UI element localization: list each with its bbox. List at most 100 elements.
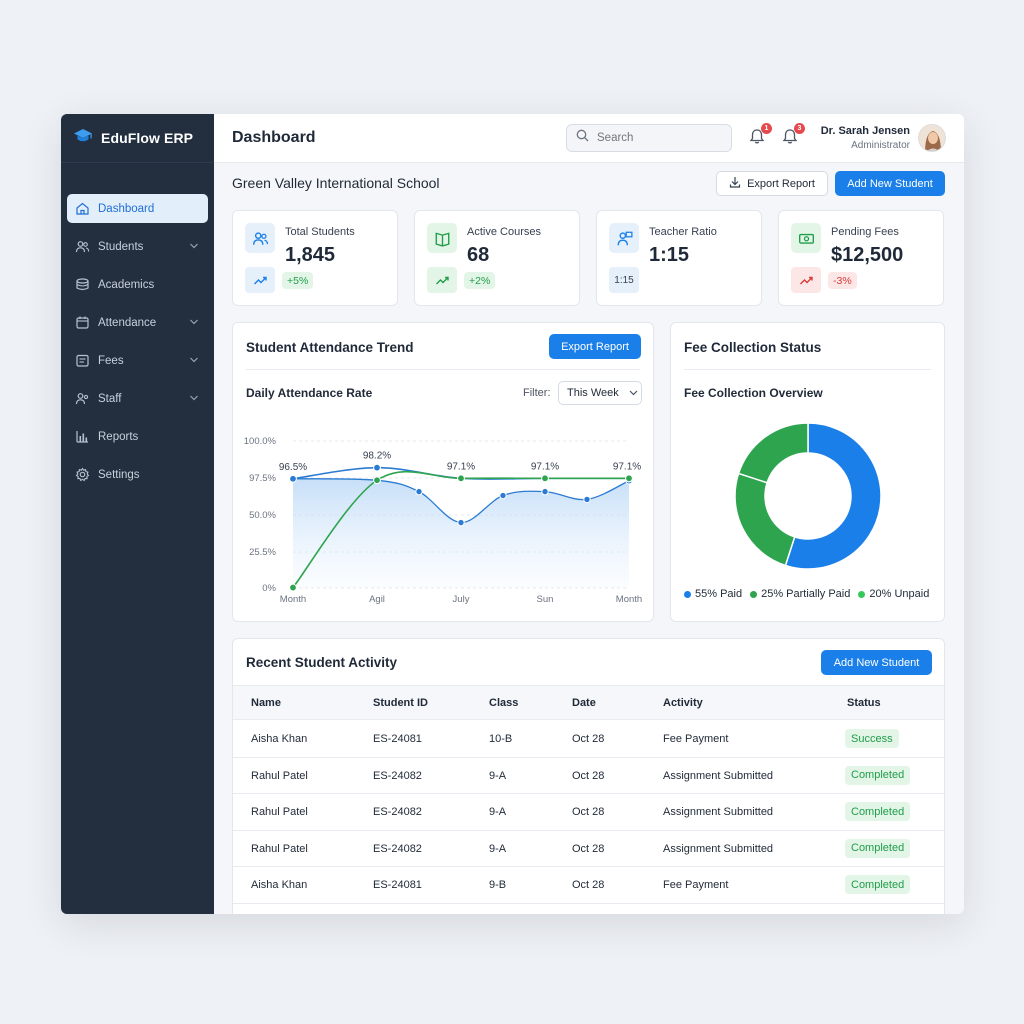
- export-report-button[interactable]: Export Report: [549, 334, 641, 359]
- graduation-cap-icon: [73, 127, 93, 150]
- sidebar-item-academics[interactable]: Academics: [67, 270, 208, 299]
- data-point: [583, 495, 591, 504]
- stat-label: Teacher Ratio: [649, 226, 717, 238]
- school-name: Green Valley International School: [232, 175, 440, 191]
- sidebar-item-label: Settings: [98, 468, 140, 481]
- column-header[interactable]: Name: [251, 697, 281, 709]
- table-cell: Aisha Khan: [251, 733, 308, 745]
- table-row[interactable]: Aisha Khan ES-24081 9-B Oct 28 Fee Payment Co…: [233, 867, 944, 904]
- table-cell: Fee Payment: [663, 733, 729, 745]
- data-label: 97.1%: [447, 461, 475, 472]
- stat-card-pending-fees[interactable]: Pending Fees $12,500 -3%: [778, 210, 944, 306]
- table-row[interactable]: Rahul Patel ES-24082 9-A Oct 28 Assignment S…: [233, 758, 944, 794]
- user-role: Administrator: [851, 140, 910, 151]
- stat-card-total-students[interactable]: Total Students 1,845 +5%: [232, 210, 398, 306]
- sidebar-item-dashboard[interactable]: Dashboard: [67, 194, 208, 223]
- add-new-student-button[interactable]: Add New Student: [835, 171, 945, 196]
- table-cell: ES-24082: [373, 806, 422, 818]
- book-icon: [427, 223, 457, 253]
- sidebar-item-label: Staff: [98, 392, 122, 405]
- sidebar-item-label: Attendance: [98, 316, 157, 329]
- table-cell: Fee Payment: [663, 879, 729, 891]
- table-row[interactable]: Rahul Patel ES-24082 9-A Oct 28 Assignment S…: [233, 831, 944, 867]
- stat-label: Total Students: [285, 226, 355, 238]
- search-icon: [576, 129, 589, 147]
- users-icon: [75, 239, 90, 254]
- legend-item: 20% Unpaid: [858, 588, 929, 600]
- column-header[interactable]: Student ID: [373, 697, 428, 709]
- chart-subtitle: Daily Attendance Rate: [246, 386, 373, 400]
- calendar-icon: [75, 315, 90, 330]
- sidebar-item-label: Dashboard: [98, 202, 155, 215]
- filter-label: Filter:: [523, 387, 551, 399]
- chevron-down-icon[interactable]: [188, 354, 200, 366]
- legend-swatch: [858, 590, 866, 598]
- legend-label: 55% Paid: [695, 588, 743, 600]
- data-point: [373, 476, 381, 485]
- table-cell: Oct 28: [572, 879, 605, 891]
- x-tick-label: Month: [280, 594, 306, 605]
- donut-slice[interactable]: [737, 422, 809, 484]
- sidebar-item-label: Reports: [98, 430, 139, 443]
- sidebar-nav: Dashboard Students Academics Attendance Fees…: [61, 163, 214, 489]
- export-report-button[interactable]: Export Report: [716, 171, 828, 196]
- column-header[interactable]: Status: [847, 697, 881, 709]
- table-cell: 9-B: [489, 879, 507, 891]
- avatar[interactable]: [918, 124, 946, 152]
- column-header[interactable]: Date: [572, 697, 596, 709]
- table-cell: Aisha Khan: [251, 879, 308, 891]
- cash-icon: [791, 223, 821, 253]
- chevron-down-icon[interactable]: [188, 392, 200, 404]
- invoice-icon: [75, 353, 90, 368]
- table-row[interactable]: Aisha Khan ES-24081 10-B Oct 28 Fee Payment S…: [233, 721, 944, 758]
- stat-card-active-courses[interactable]: Active Courses 68 +2%: [414, 210, 580, 306]
- column-header[interactable]: Activity: [663, 697, 703, 709]
- divider: [246, 369, 640, 370]
- sidebar-item-staff[interactable]: Staff: [67, 384, 208, 413]
- chevron-down-icon[interactable]: [188, 316, 200, 328]
- notification-bell-2[interactable]: 3: [782, 123, 805, 149]
- bell-icon: [782, 129, 798, 149]
- search-input[interactable]: [597, 132, 717, 144]
- data-point: [541, 474, 549, 483]
- donut-slice[interactable]: [734, 472, 796, 567]
- data-label: 96.5%: [279, 462, 307, 473]
- data-label: 98.2%: [363, 451, 391, 462]
- notification-badge: 3: [794, 123, 805, 134]
- activity-panel-title: Recent Student Activity: [246, 655, 398, 670]
- page-title: Dashboard: [232, 129, 316, 146]
- chevron-down-icon[interactable]: [188, 240, 200, 252]
- notification-bell-1[interactable]: 1: [749, 123, 772, 146]
- table-cell: 9-A: [489, 769, 507, 782]
- table-cell: 9-A: [489, 842, 507, 855]
- trend-up-icon: [245, 267, 275, 293]
- teacher-icon: [609, 223, 639, 253]
- sidebar-item-reports[interactable]: Reports: [67, 422, 208, 451]
- home-icon: [75, 201, 90, 216]
- sidebar-item-settings[interactable]: Settings: [67, 460, 208, 489]
- stat-change-chip: +5%: [282, 272, 314, 289]
- stat-value: 1,845: [285, 244, 336, 266]
- attendance-panel: Student Attendance Trend Export Report D…: [232, 322, 654, 622]
- sidebar-item-fees[interactable]: Fees: [67, 346, 208, 375]
- data-point: [541, 487, 549, 496]
- x-tick-label: Agil: [369, 594, 385, 605]
- add-new-student-button[interactable]: Add New Student: [821, 650, 932, 675]
- search-box[interactable]: [566, 124, 732, 152]
- gear-icon: [75, 467, 90, 482]
- data-point: [457, 518, 465, 527]
- brand[interactable]: EduFlow ERP: [61, 114, 214, 163]
- fee-panel-title: Fee Collection Status: [684, 340, 822, 355]
- sidebar-item-label: Students: [98, 240, 144, 253]
- legend-swatch: [684, 590, 691, 598]
- notification-badge: 1: [761, 123, 772, 134]
- table-row[interactable]: Rahul Patel ES-24082 9-A Oct 28 Assignment S…: [233, 794, 944, 831]
- column-header[interactable]: Class: [489, 697, 519, 709]
- sidebar-item-students[interactable]: Students: [67, 232, 208, 261]
- sidebar-item-attendance[interactable]: Attendance: [67, 308, 208, 337]
- stat-card-teacher-ratio[interactable]: Teacher Ratio 1:15 1:15: [596, 210, 762, 306]
- filter-select[interactable]: This Week: [558, 381, 642, 405]
- donut-slice[interactable]: [784, 422, 882, 570]
- user-name[interactable]: Dr. Sarah Jensen: [820, 125, 910, 137]
- trend-up-icon: [791, 267, 821, 293]
